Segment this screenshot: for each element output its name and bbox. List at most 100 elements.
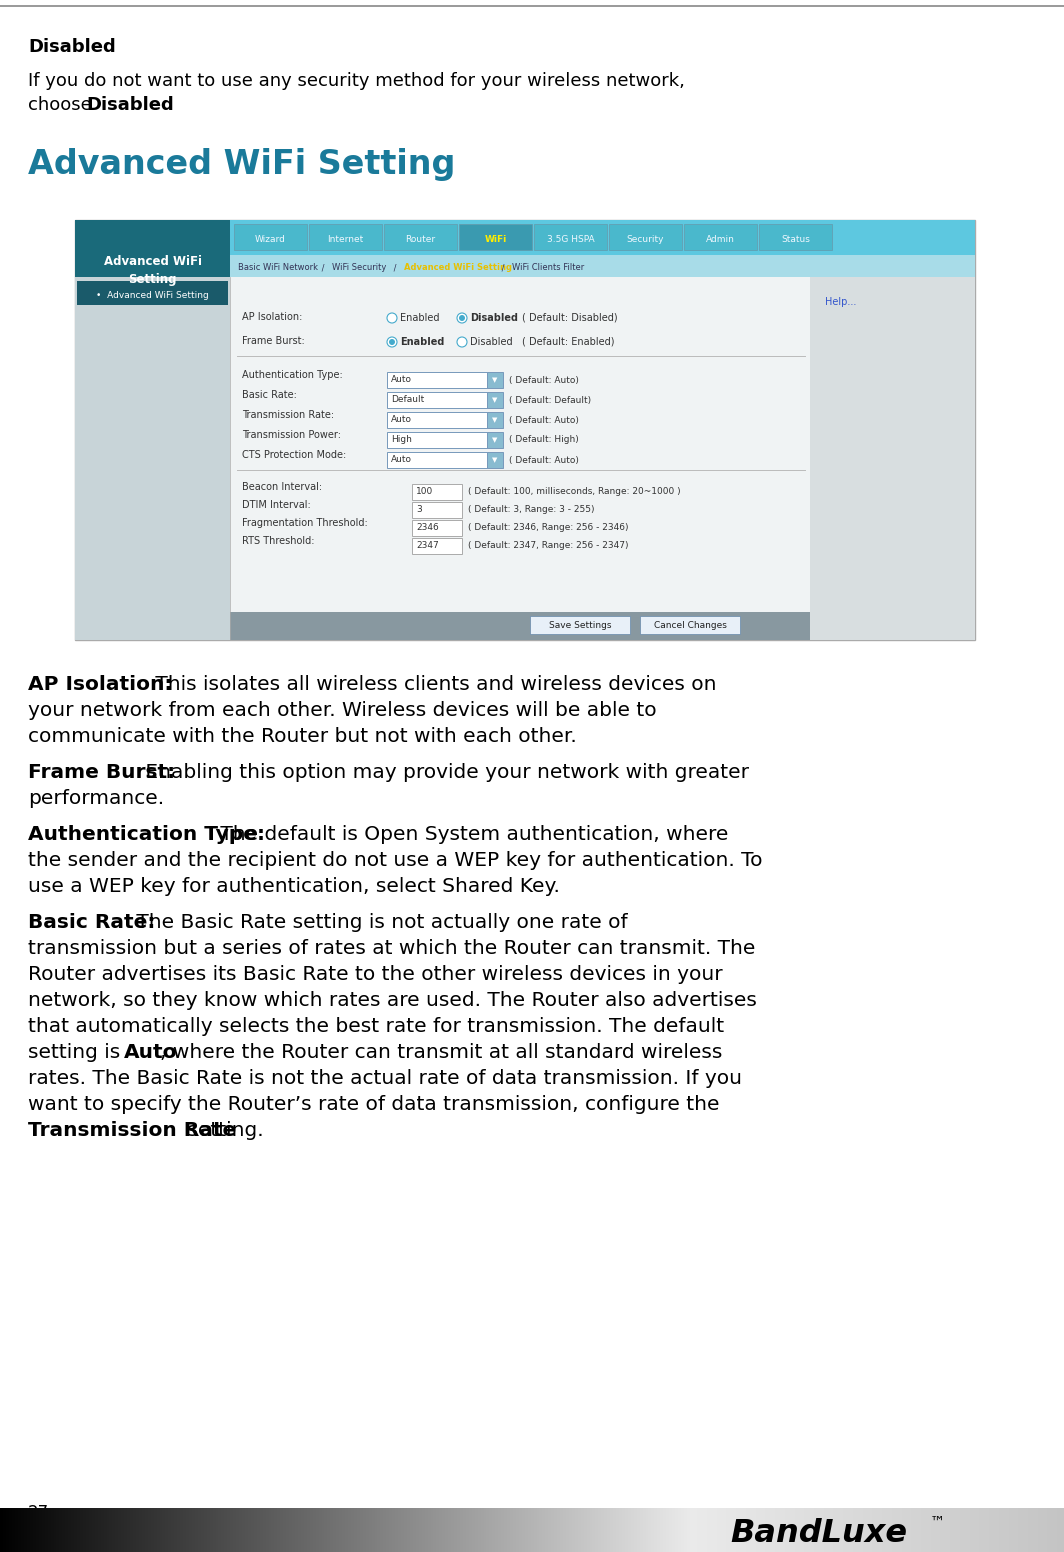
Text: your network from each other. Wireless devices will be able to: your network from each other. Wireless d… [28, 702, 656, 720]
Text: 100: 100 [416, 487, 433, 497]
Text: 27: 27 [28, 1504, 49, 1523]
Text: Enabled: Enabled [400, 337, 445, 348]
Text: 2346: 2346 [416, 523, 438, 532]
Bar [230, 255, 975, 276]
Text: Internet: Internet [328, 234, 364, 244]
Text: Auto: Auto [390, 455, 412, 464]
Text: Router advertises its Basic Rate to the other wireless devices in your: Router advertises its Basic Rate to the … [28, 965, 722, 984]
Bar [230, 276, 810, 639]
Text: Save Settings: Save Settings [549, 621, 611, 630]
Circle shape [387, 337, 397, 348]
Text: Basic Rate:: Basic Rate: [242, 390, 297, 400]
Text: RTS Threshold:: RTS Threshold: [242, 535, 315, 546]
Text: ▼: ▼ [493, 377, 498, 383]
Circle shape [458, 337, 467, 348]
Bar [74, 220, 975, 639]
Text: Advanced WiFi Setting: Advanced WiFi Setting [28, 147, 455, 182]
Bar [412, 501, 462, 518]
Bar [810, 276, 975, 639]
Text: Admin: Admin [706, 234, 735, 244]
Text: Transmission Rate:: Transmission Rate: [242, 410, 334, 421]
Text: Transmission Rate: Transmission Rate [28, 1121, 236, 1141]
Text: /: / [499, 264, 508, 273]
Text: ( Default: Disabled): ( Default: Disabled) [522, 314, 617, 323]
Text: Auto: Auto [390, 376, 412, 385]
Text: use a WEP key for authentication, select Shared Key.: use a WEP key for authentication, select… [28, 877, 560, 896]
Text: Auto: Auto [123, 1043, 178, 1062]
Text: Fragmentation Threshold:: Fragmentation Threshold: [242, 518, 368, 528]
Text: Auto: Auto [390, 416, 412, 425]
Text: High: High [390, 436, 412, 444]
Text: Router: Router [405, 234, 435, 244]
Bar [487, 372, 503, 388]
Text: Authentication Type:: Authentication Type: [28, 826, 265, 844]
Text: .: . [152, 96, 157, 113]
Text: •  Advanced WiFi Setting: • Advanced WiFi Setting [96, 290, 209, 300]
Bar [387, 411, 487, 428]
Bar [487, 411, 503, 428]
Text: Enabled: Enabled [400, 314, 439, 323]
Text: ▼: ▼ [493, 438, 498, 442]
Bar [387, 393, 487, 408]
Bar [309, 223, 382, 250]
Text: Transmission Power:: Transmission Power: [242, 430, 340, 441]
Text: AP Isolation:: AP Isolation: [28, 675, 172, 694]
Text: BandLuxe: BandLuxe [730, 1518, 908, 1549]
Text: Beacon Interval:: Beacon Interval: [242, 483, 322, 492]
Circle shape [389, 338, 395, 345]
Text: communicate with the Router but not with each other.: communicate with the Router but not with… [28, 726, 577, 747]
Text: ( Default: Auto): ( Default: Auto) [509, 416, 579, 425]
Text: Advanced WiFi Setting: Advanced WiFi Setting [404, 264, 513, 273]
Text: WiFi Clients Filter: WiFi Clients Filter [513, 264, 585, 273]
Text: AP Isolation:: AP Isolation: [242, 312, 302, 321]
Text: Wizard: Wizard [255, 234, 286, 244]
Text: ▼: ▼ [493, 417, 498, 424]
Text: Authentication Type:: Authentication Type: [242, 369, 343, 380]
Bar [684, 223, 757, 250]
Text: that automatically selects the best rate for transmission. The default: that automatically selects the best rate… [28, 1017, 725, 1037]
Text: Disabled: Disabled [470, 314, 518, 323]
Text: Help...: Help... [825, 296, 857, 307]
Text: ( Default: Enabled): ( Default: Enabled) [522, 337, 615, 348]
Text: ( Default: Auto): ( Default: Auto) [509, 376, 579, 385]
Text: performance.: performance. [28, 788, 164, 809]
Text: Security: Security [627, 234, 664, 244]
Bar [74, 220, 230, 639]
Text: ( Default: 2346, Range: 256 - 2346): ( Default: 2346, Range: 256 - 2346) [468, 523, 629, 532]
Bar [534, 223, 606, 250]
Bar [230, 220, 975, 255]
Bar [412, 539, 462, 554]
Text: Disabled: Disabled [86, 96, 173, 113]
Bar [412, 520, 462, 535]
Bar [387, 372, 487, 388]
Circle shape [387, 314, 397, 323]
Text: network, so they know which rates are used. The Router also advertises: network, so they know which rates are us… [28, 992, 757, 1010]
Text: ▼: ▼ [493, 397, 498, 404]
Text: WiFi: WiFi [484, 234, 506, 244]
Bar [609, 223, 682, 250]
Text: ( Default: High): ( Default: High) [509, 436, 579, 444]
Text: Basic WiFi Network: Basic WiFi Network [238, 264, 318, 273]
Text: 3.5G HSPA: 3.5G HSPA [547, 234, 595, 244]
Text: Default: Default [390, 396, 425, 405]
Bar [641, 616, 739, 635]
Text: Cancel Changes: Cancel Changes [653, 621, 727, 630]
Text: ( Default: Default): ( Default: Default) [509, 396, 592, 405]
Bar [74, 276, 230, 639]
Text: Disabled: Disabled [28, 37, 116, 56]
Text: ( Default: Auto): ( Default: Auto) [509, 455, 579, 464]
Text: /: / [319, 264, 327, 273]
Bar [487, 452, 503, 469]
Bar [384, 223, 458, 250]
Text: rates. The Basic Rate is not the actual rate of data transmission. If you: rates. The Basic Rate is not the actual … [28, 1069, 742, 1088]
Bar [487, 431, 503, 449]
Text: Enabling this option may provide your network with greater: Enabling this option may provide your ne… [139, 764, 749, 782]
Text: Status: Status [781, 234, 810, 244]
Text: 3: 3 [416, 506, 421, 515]
Bar [387, 452, 487, 469]
Bar [412, 484, 462, 500]
Text: choose: choose [28, 96, 98, 113]
Text: This isolates all wireless clients and wireless devices on: This isolates all wireless clients and w… [149, 675, 716, 694]
Bar [230, 611, 810, 639]
Bar [234, 223, 307, 250]
